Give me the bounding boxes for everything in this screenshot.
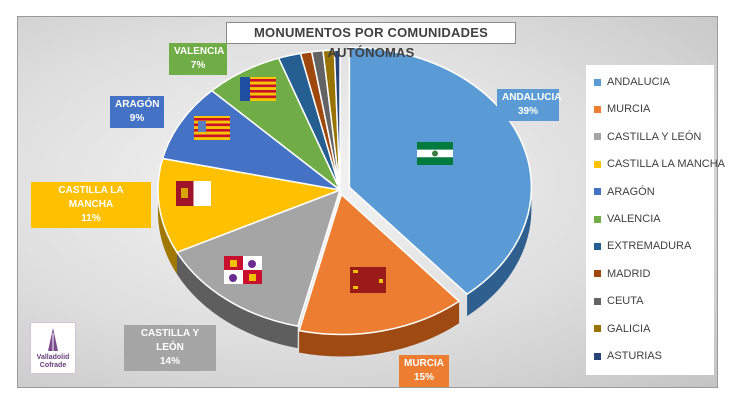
- aragon-flag-icon: [194, 116, 230, 140]
- legend-entry-castilla-la-mancha: CASTILLA LA MANCHA: [594, 156, 725, 172]
- data-label-value: 15%: [413, 372, 434, 383]
- legend-entry-andalucia: ANDALUCIA: [594, 74, 670, 90]
- data-label-value: 14%: [159, 356, 180, 367]
- legend-swatch: [594, 105, 601, 113]
- data-label-murcia: MURCIA 15%: [399, 355, 449, 387]
- legend-label: CASTILLA LA MANCHA: [607, 158, 725, 171]
- logo-nazareno-icon: [48, 328, 58, 351]
- legend-label: ANDALUCIA: [607, 76, 670, 88]
- legend-label: MURCIA: [607, 103, 651, 116]
- legend-swatch: [594, 188, 601, 196]
- legend-entry-madrid: MADRID: [594, 266, 650, 282]
- legend-swatch: [594, 297, 601, 305]
- legend-entry-ceuta: CEUTA: [594, 293, 643, 309]
- pie-slice-aragón: [161, 89, 341, 191]
- castilla-y-leon-flag-icon: [224, 256, 262, 284]
- andalucia-flag-icon: [417, 142, 453, 165]
- data-label-name: CASTILLA Y LEÓN: [140, 328, 200, 353]
- legend-entry-asturias: ASTURIAS: [594, 348, 662, 364]
- data-label-andalucia: ANDALUCIA 39%: [497, 89, 562, 121]
- pie-slice-murcia: [298, 193, 461, 336]
- legend-entry-galicia: GALICIA: [594, 321, 650, 337]
- data-label-name: MURCIA: [404, 358, 444, 369]
- logo-line1: Valladolid: [36, 354, 70, 361]
- legend-entry-aragón: ARAGÓN: [594, 184, 655, 200]
- pie-slice-asturias: [333, 49, 341, 191]
- valladolid-cofrade-logo: Valladolid Cofrade: [30, 322, 76, 374]
- data-label-aragón: ARAGÓN 9%: [110, 96, 164, 128]
- data-label-value: 39%: [517, 106, 538, 117]
- legend-entry-valencia: VALENCIA: [594, 211, 661, 227]
- data-label-value: 11%: [81, 213, 101, 224]
- data-label-name: ARAGÓN: [115, 99, 160, 110]
- legend-label: MADRID: [607, 267, 651, 280]
- data-label-name: VALENCIA: [174, 46, 225, 57]
- legend-swatch: [594, 215, 601, 223]
- legend-label: GALICIA: [607, 322, 651, 335]
- pie-side-2: [177, 252, 298, 349]
- data-label-name: CASTILLA LA MANCHA: [58, 185, 124, 210]
- data-label-castilla-la-mancha: CASTILLA LA MANCHA 11%: [31, 182, 151, 228]
- legend-entry-extremadura: EXTREMADURA: [594, 238, 691, 254]
- legend-entry-castilla-y-león: CASTILLA Y LEÓN: [594, 129, 701, 145]
- murcia-flag-icon: [350, 267, 386, 293]
- data-label-value: 9%: [129, 113, 145, 124]
- legend-swatch: [594, 133, 601, 141]
- legend-swatch: [594, 352, 601, 360]
- pie-side-0: [467, 187, 532, 317]
- data-label-castilla-y-león: CASTILLA Y LEÓN 14%: [124, 325, 216, 371]
- legend-label: VALENCIA: [607, 213, 661, 225]
- legend-entry-murcia: MURCIA: [594, 101, 650, 117]
- pie-slice-andalucia: [348, 46, 533, 296]
- legend-label: CEUTA: [607, 295, 644, 308]
- legend-label: ASTURIAS: [607, 350, 663, 362]
- legend-swatch: [594, 78, 601, 86]
- pie-side-3: [158, 190, 178, 275]
- chart-title: MONUMENTOS POR COMUNIDADES AUTÓNOMAS: [226, 22, 516, 60]
- valencia-flag-icon: [240, 77, 276, 101]
- data-label-valencia: VALENCIA 7%: [169, 43, 227, 75]
- legend-swatch: [594, 242, 601, 250]
- legend-label: ARAGÓN: [607, 185, 655, 198]
- legend-label: EXTREMADURA: [607, 240, 692, 253]
- data-label-name: ANDALUCIA: [502, 92, 562, 103]
- chart-legend: ANDALUCIA MURCIA CASTILLA Y LEÓN CASTILLA L…: [586, 65, 725, 375]
- logo-line2: Cofrade: [39, 362, 67, 369]
- castilla-la-mancha-flag-icon: [176, 181, 211, 206]
- pie-side-1: [299, 301, 460, 357]
- legend-swatch: [594, 160, 601, 168]
- data-label-value: 7%: [190, 60, 206, 71]
- legend-swatch: [594, 270, 601, 278]
- legend-swatch: [594, 325, 601, 333]
- legend-label: CASTILLA Y LEÓN: [607, 130, 702, 143]
